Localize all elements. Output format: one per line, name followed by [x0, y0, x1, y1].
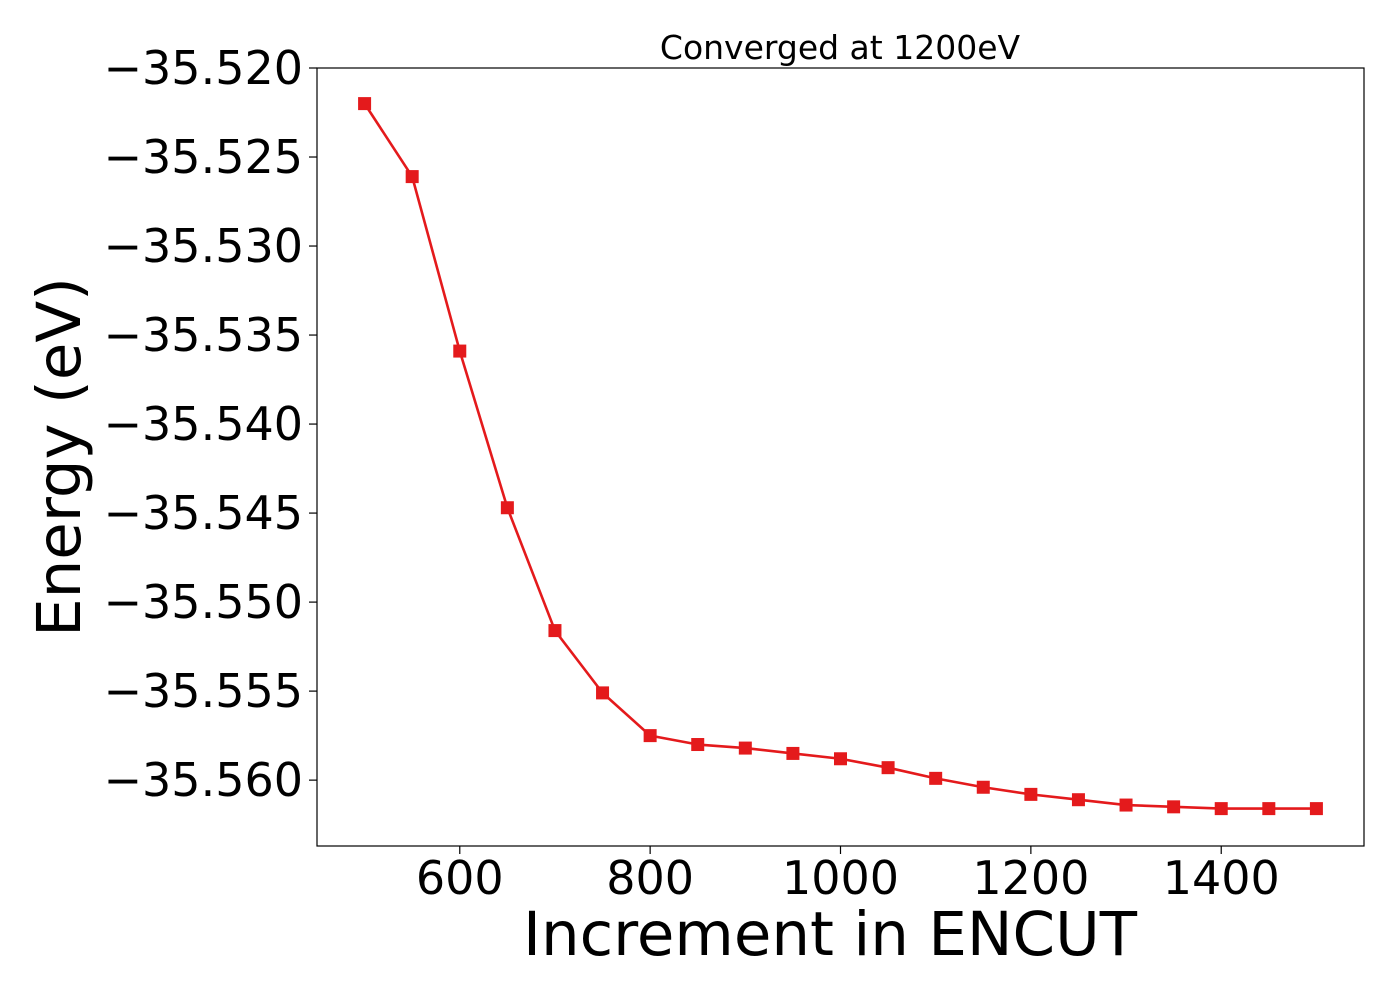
y-tick-label: −35.540: [104, 397, 304, 451]
y-tick-label: −35.555: [104, 664, 304, 718]
y-tick-label: −35.550: [104, 575, 304, 629]
data-point: [500, 501, 514, 515]
data-point: [691, 738, 705, 752]
y-tick-label: −35.535: [104, 308, 304, 362]
x-tick-label: 600: [416, 851, 504, 905]
y-tick-label: −35.545: [104, 486, 304, 540]
x-tick-label: 800: [606, 851, 694, 905]
plot-area: 600 800 1000 1200 1400 −35.520 −35.525 −35.530…: [104, 41, 1365, 905]
y-tick-label: −35.560: [104, 753, 304, 807]
data-point: [1071, 793, 1085, 807]
x-tick-label: 1000: [782, 851, 899, 905]
data-point: [358, 97, 372, 111]
x-tick-label: 1400: [1163, 851, 1280, 905]
axes-frame: [316, 67, 1365, 847]
data-point: [976, 780, 990, 794]
data-point: [1167, 800, 1181, 814]
data-point: [1024, 787, 1038, 801]
data-point: [1119, 798, 1133, 812]
y-tick-label: −35.530: [104, 219, 304, 273]
data-point: [929, 771, 943, 785]
data-point: [834, 752, 847, 766]
y-axis: −35.520 −35.525 −35.530 −35.535 −35.540 −35.5…: [104, 41, 317, 807]
data-point: [453, 344, 467, 358]
data-point: [738, 741, 752, 755]
y-tick-label: −35.520: [104, 41, 304, 95]
data-point: [1262, 802, 1276, 816]
data-point: [881, 761, 895, 775]
data-point: [1214, 802, 1228, 816]
series-layer: [358, 97, 1323, 816]
chart-title: Converged at 1200eV: [660, 28, 1021, 67]
data-point: [643, 729, 657, 743]
x-axis: 600 800 1000 1200 1400: [416, 846, 1280, 905]
data-point: [1309, 802, 1323, 816]
data-point: [548, 624, 562, 638]
x-tick-label: 1200: [972, 851, 1089, 905]
y-tick-label: −35.525: [104, 130, 304, 184]
x-axis-title: Increment in ENCUT: [523, 899, 1138, 970]
data-point: [596, 686, 610, 700]
data-point: [405, 170, 419, 184]
y-axis-title: Energy (eV): [24, 277, 95, 637]
data-point: [786, 746, 800, 760]
